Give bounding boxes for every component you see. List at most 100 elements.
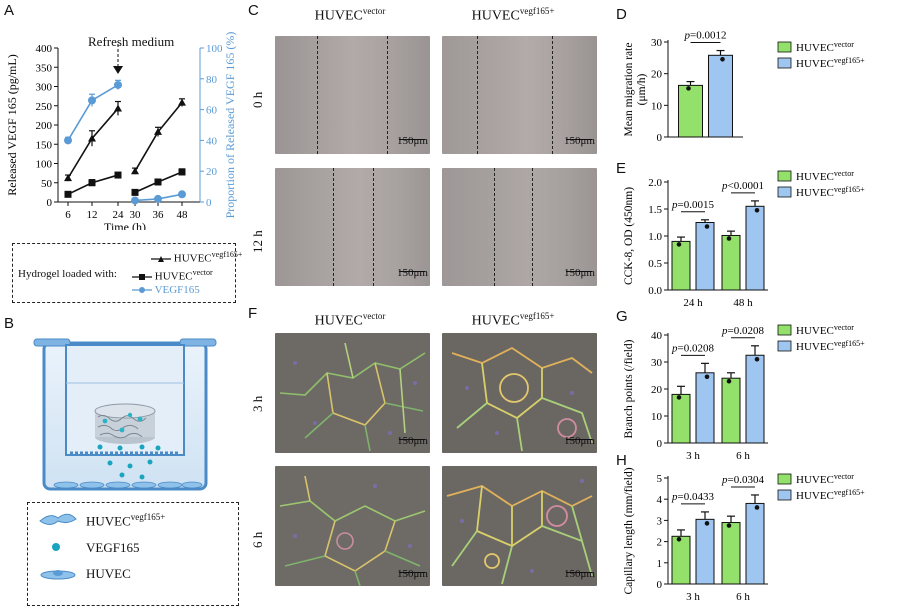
y-tick-label: 300 bbox=[36, 82, 53, 94]
data-point bbox=[178, 168, 186, 176]
panel-label-g: G bbox=[616, 308, 628, 325]
x-tick-label: 48 bbox=[177, 209, 189, 221]
y-tick-label: 400 bbox=[36, 43, 53, 55]
y-axis-label: (μm/h) bbox=[636, 73, 648, 105]
data-point bbox=[726, 523, 732, 528]
panel-c-col2-pre: HUVEC bbox=[471, 8, 520, 24]
y-tick-label: 50 bbox=[41, 178, 53, 190]
bar bbox=[721, 377, 741, 444]
y2-tick-label: 20 bbox=[206, 166, 218, 178]
data-point bbox=[114, 104, 122, 112]
legend-swatch-vector bbox=[777, 170, 792, 182]
bar bbox=[708, 54, 733, 138]
panel-f-row2-label: 6 h bbox=[250, 531, 265, 548]
scale-label: 150μm bbox=[397, 267, 428, 279]
panel-f-col1-pre: HUVEC bbox=[314, 313, 363, 329]
panel-label-e: E bbox=[616, 160, 627, 177]
legend-swatch-vector bbox=[777, 41, 792, 53]
data-point bbox=[754, 505, 760, 510]
data-point bbox=[154, 178, 162, 186]
bar bbox=[678, 84, 703, 138]
y-tick-label: 150 bbox=[36, 139, 53, 151]
series-line bbox=[67, 107, 119, 179]
legend-a-vector-sup: vector bbox=[192, 268, 213, 277]
bar bbox=[695, 372, 715, 444]
y-tick-label: 0.5 bbox=[648, 258, 662, 270]
legend-b-item-1: HUVECvegf165+ bbox=[86, 512, 165, 529]
legend-swatch-vegf bbox=[777, 57, 792, 69]
data-point bbox=[114, 80, 122, 89]
data-point bbox=[64, 190, 72, 198]
y-tick-label: 2 bbox=[657, 537, 663, 549]
chart-g-bar: 0 10 20 30 40 Branch points (/field) 3 h p=0.02… bbox=[623, 323, 865, 462]
y-tick-label: 30 bbox=[651, 357, 663, 369]
data-point bbox=[88, 134, 96, 142]
micrograph-f-vector-6h-scale: 150μm bbox=[275, 466, 430, 586]
panel-label-a: A bbox=[4, 2, 15, 19]
y-tick-label: 100 bbox=[36, 159, 53, 171]
bar bbox=[745, 205, 765, 291]
legend-swatch-vegf bbox=[777, 186, 792, 198]
x-tick-label: 12 bbox=[87, 209, 98, 221]
scale-label: 150μm bbox=[564, 135, 595, 147]
bar bbox=[695, 518, 715, 585]
y-tick-label: 0 bbox=[657, 579, 663, 591]
panel-f-col1-header: HUVECvector bbox=[275, 311, 425, 330]
p-value-label: p=0.0304 bbox=[721, 474, 764, 486]
released-vegf-dots bbox=[97, 444, 161, 480]
legend-label-vegf: HUVECvegf165+ bbox=[796, 488, 865, 502]
y-tick-label: 40 bbox=[651, 330, 663, 342]
data-point bbox=[88, 179, 96, 187]
legend-swatch-vector bbox=[777, 473, 792, 485]
legend-a-vegf-pre: HUVEC bbox=[173, 252, 212, 265]
data-point bbox=[676, 537, 682, 542]
scale-label: 150μm bbox=[564, 568, 595, 580]
data-point bbox=[154, 194, 162, 203]
refresh-medium-annotation: Refresh medium bbox=[88, 34, 175, 49]
legend-label-vector: HUVECvector bbox=[796, 169, 854, 183]
data-point bbox=[704, 224, 710, 229]
bar bbox=[745, 354, 765, 444]
panel-f-col2-pre: HUVEC bbox=[471, 313, 520, 329]
scale-label: 150μm bbox=[397, 435, 428, 447]
data-point bbox=[64, 136, 72, 145]
data-point bbox=[726, 378, 732, 384]
y-tick-label: 10 bbox=[651, 100, 663, 112]
bar bbox=[695, 222, 715, 291]
y-tick-label: 0 bbox=[47, 197, 53, 209]
legend-label-vegf: HUVECvegf165+ bbox=[796, 339, 865, 353]
y-tick-label: 1.0 bbox=[648, 231, 662, 243]
huvec-monolayer bbox=[53, 481, 203, 489]
legend-a-vector-item: HUVECvector bbox=[132, 268, 213, 283]
scale-label: 150μm bbox=[564, 267, 595, 279]
legend-b-item-3: HUVEC bbox=[86, 566, 131, 581]
x-tick-label: 36 bbox=[153, 209, 165, 221]
x-tick-label: 3 h bbox=[686, 591, 700, 603]
panel-c-col2-sup: vegf165+ bbox=[519, 6, 555, 16]
x-tick-label: 6 h bbox=[736, 450, 750, 462]
legend-swatch-vector bbox=[777, 324, 792, 336]
panel-label-f: F bbox=[248, 305, 258, 322]
y-tick-label: 1 bbox=[657, 558, 663, 570]
panel-label-d: D bbox=[616, 6, 627, 23]
panel-f-row1-label: 3 h bbox=[250, 395, 265, 412]
y-tick-label: 20 bbox=[651, 384, 663, 396]
panel-c-row2-label: 12 h bbox=[250, 230, 265, 253]
huvec-vegf-icon bbox=[39, 513, 77, 525]
y-axis-label: Branch points (/field) bbox=[623, 339, 635, 438]
legend-label-vector: HUVECvector bbox=[796, 40, 854, 54]
data-point bbox=[676, 395, 682, 400]
y2-axis-label: Proportion of Released VEGF 165 (%) bbox=[223, 32, 237, 219]
p-value-label: p=0.0208 bbox=[671, 342, 714, 354]
y-tick-label: 350 bbox=[36, 62, 53, 74]
micrograph-f-vector-3h bbox=[275, 333, 430, 453]
data-point bbox=[704, 521, 710, 526]
legend-line-marker-circle bbox=[132, 287, 152, 294]
chart-a-line: 0 50 100 150 200 250 300 350 400 0 20 40 60 80 100 6 12 2… bbox=[5, 32, 237, 230]
legend-b-huvecvegf-pre: HUVEC bbox=[86, 513, 131, 529]
legend-a-vegf165-label: VEGF165 bbox=[154, 284, 200, 296]
legend-line-marker-square bbox=[132, 274, 152, 281]
data-point bbox=[131, 188, 139, 196]
bar bbox=[671, 535, 691, 585]
data-point bbox=[114, 171, 122, 179]
